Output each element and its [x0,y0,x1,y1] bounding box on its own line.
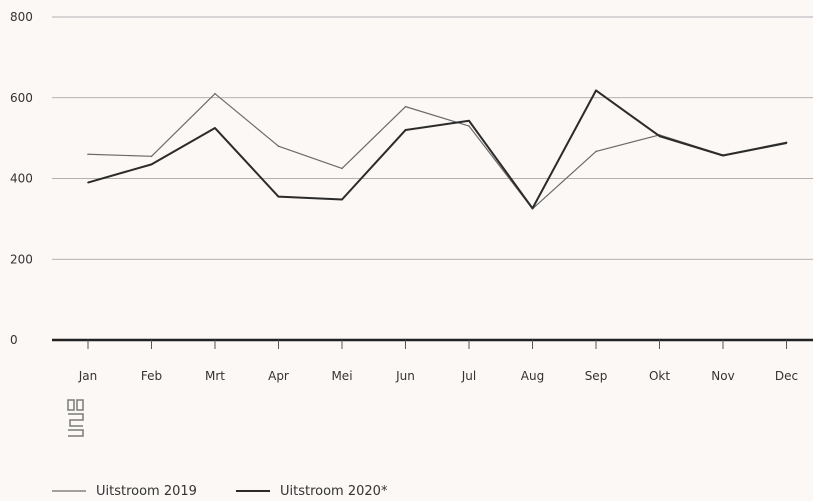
point-s1-mei [341,167,343,170]
point-s1-jul [468,125,470,127]
series-line-2 [87,89,787,210]
point-s2-mei [341,198,343,201]
x-tick-label-sep: Sep [585,369,608,383]
y-tick-label-0: 0 [10,333,18,347]
x-tick-label-jun: Jun [395,369,415,383]
point-s2-nov [722,154,724,157]
point-s1-mrt [214,92,216,95]
point-s2-okt [658,135,661,137]
legend: Uitstroom 2019 Uitstroom 2020* [52,484,388,499]
point-s2-jun [404,129,407,131]
x-tick-label-mrt: Mrt [205,369,225,383]
y-tick-label-400: 400 [10,172,33,186]
point-s1-jan [87,153,89,156]
legend-label-2: Uitstroom 2020* [280,484,388,499]
x-tick-label-mei: Mei [331,369,352,383]
point-s2-sep [595,89,597,92]
x-tick-label-jan: Jan [78,369,98,383]
x-axis: Jan Feb Mrt Apr Mei Jun Jul Aug Sep Okt Nov Dec [52,338,813,383]
x-tick-label-jul: Jul [461,369,476,383]
legend-label-1: Uitstroom 2019 [96,484,197,499]
x-tick-label-okt: Okt [649,369,670,383]
point-s1-apr [277,145,280,147]
point-s2-jul [468,119,470,122]
series-lines [87,89,788,210]
y-tick-label-800: 800 [10,10,33,24]
point-s2-mrt [214,127,216,129]
point-s2-feb [150,163,153,166]
y-tick-label-600: 600 [10,91,33,105]
x-tick-label-apr: Apr [268,369,289,383]
point-s1-feb [150,155,153,158]
gridlines [52,16,813,260]
x-tick-label-aug: Aug [521,369,544,383]
point-s1-jun [404,105,407,108]
point-s2-dec [785,142,788,144]
cbs-logo-icon [67,399,84,437]
point-s1-sep [595,150,597,153]
x-tick-label-dec: Dec [775,369,798,383]
y-tick-label-200: 200 [10,252,33,266]
point-s2-jan [87,181,89,184]
series-line-1 [87,93,787,210]
x-tick-label-feb: Feb [141,369,162,383]
x-tick-label-nov: Nov [711,369,734,383]
y-axis-ticks: 0 200 400 600 800 [10,10,33,347]
point-s2-aug [531,207,534,210]
point-s2-apr [277,195,280,198]
